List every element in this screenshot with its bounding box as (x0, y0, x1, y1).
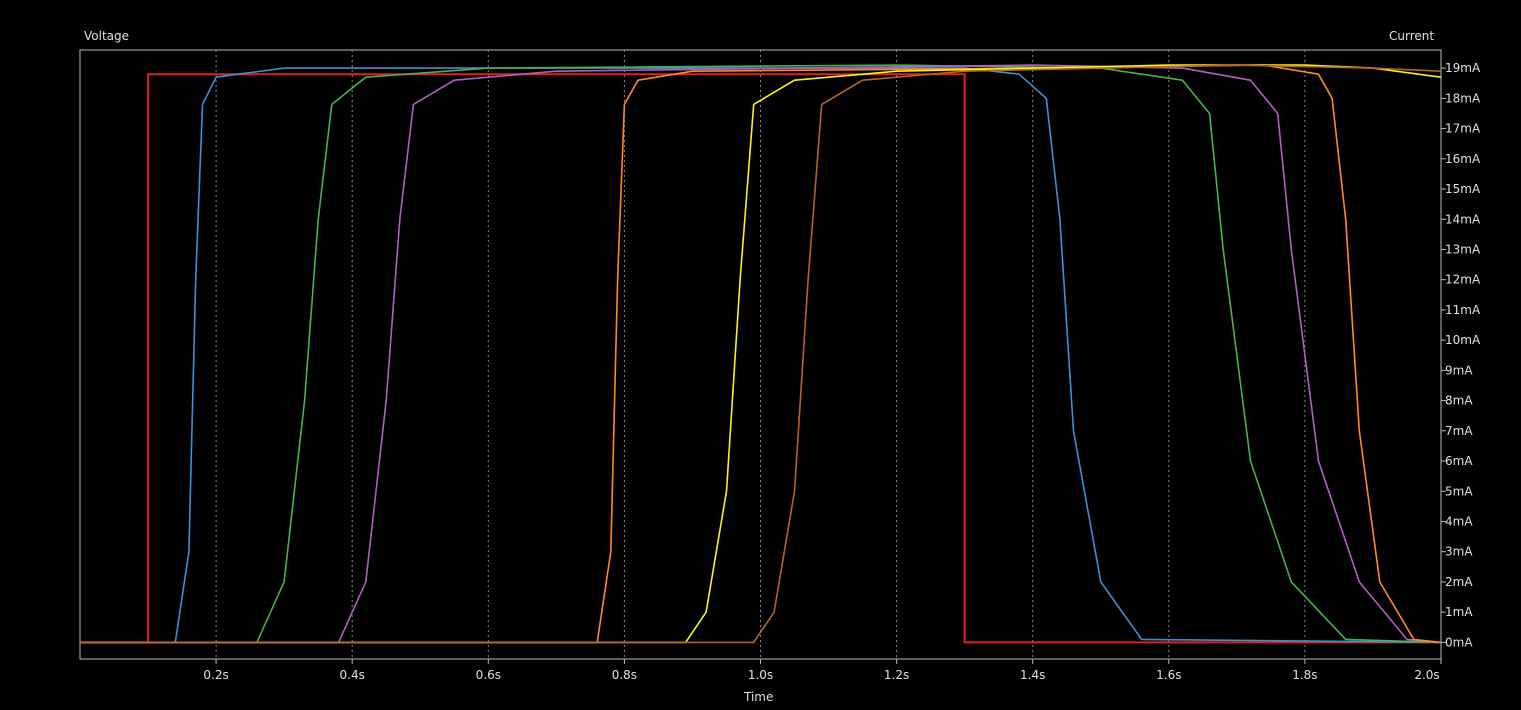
y-axis-label-right: Current (1389, 29, 1435, 43)
y-tick-label: 8mA (1445, 394, 1473, 408)
y-tick-label: 15mA (1445, 182, 1481, 196)
series-group (80, 64, 1441, 644)
y-axis-label-left: Voltage (84, 29, 130, 43)
series-line-5 (80, 64, 1441, 644)
x-tick-label: 0.8s (612, 668, 637, 682)
x-axis-ticks: 0.2s 0.4s 0.6s 0.8s 1.0s 1.2s 1.4s 1.6s 1.8s 2.0s (203, 659, 1442, 682)
y-tick-label: 7mA (1445, 424, 1473, 438)
y-tick-label: 1mA (1445, 605, 1473, 619)
x-tick-label: 1.0s (748, 668, 773, 682)
y-tick-label: 4mA (1445, 514, 1473, 528)
y-tick-label: 13mA (1445, 242, 1481, 256)
y-tick-label: 0mA (1445, 635, 1473, 649)
x-tick-label: 1.6s (1156, 668, 1181, 682)
series-line-6 (80, 64, 1441, 644)
y-tick-label: 12mA (1445, 273, 1481, 287)
x-tick-label: 1.2s (884, 668, 909, 682)
y-tick-label: 3mA (1445, 545, 1473, 559)
x-tick-label: 1.8s (1292, 668, 1317, 682)
y-tick-label: 14mA (1445, 212, 1481, 226)
y-tick-label: 5mA (1445, 484, 1473, 498)
y-tick-label: 9mA (1445, 363, 1473, 377)
series-line-2 (80, 64, 1441, 644)
x-tick-label: 0.2s (203, 668, 228, 682)
x-axis-label: Time (744, 690, 774, 704)
x-tick-label: 1.4s (1020, 668, 1045, 682)
y-axis-ticks: 0mA 1mA 2mA 3mA 4mA 5mA 6mA 7mA 8mA 9mA 10mA 11mA 12… (1441, 61, 1481, 649)
y-tick-label: 2mA (1445, 575, 1473, 589)
x-tick-label: 0.6s (476, 668, 501, 682)
grid-lines (215, 50, 1306, 659)
y-tick-label: 17mA (1445, 122, 1481, 136)
y-tick-label: 18mA (1445, 91, 1481, 105)
y-tick-label: 16mA (1445, 152, 1481, 166)
series-line-3 (80, 64, 1441, 644)
y-tick-label: 6mA (1445, 454, 1473, 468)
y-tick-label: 11mA (1445, 303, 1481, 317)
x-tick-label: 0.4s (340, 668, 365, 682)
x-tick-label: 2.0s (1414, 668, 1439, 682)
y-tick-label: 19mA (1445, 61, 1481, 75)
y-tick-label: 10mA (1445, 333, 1481, 347)
